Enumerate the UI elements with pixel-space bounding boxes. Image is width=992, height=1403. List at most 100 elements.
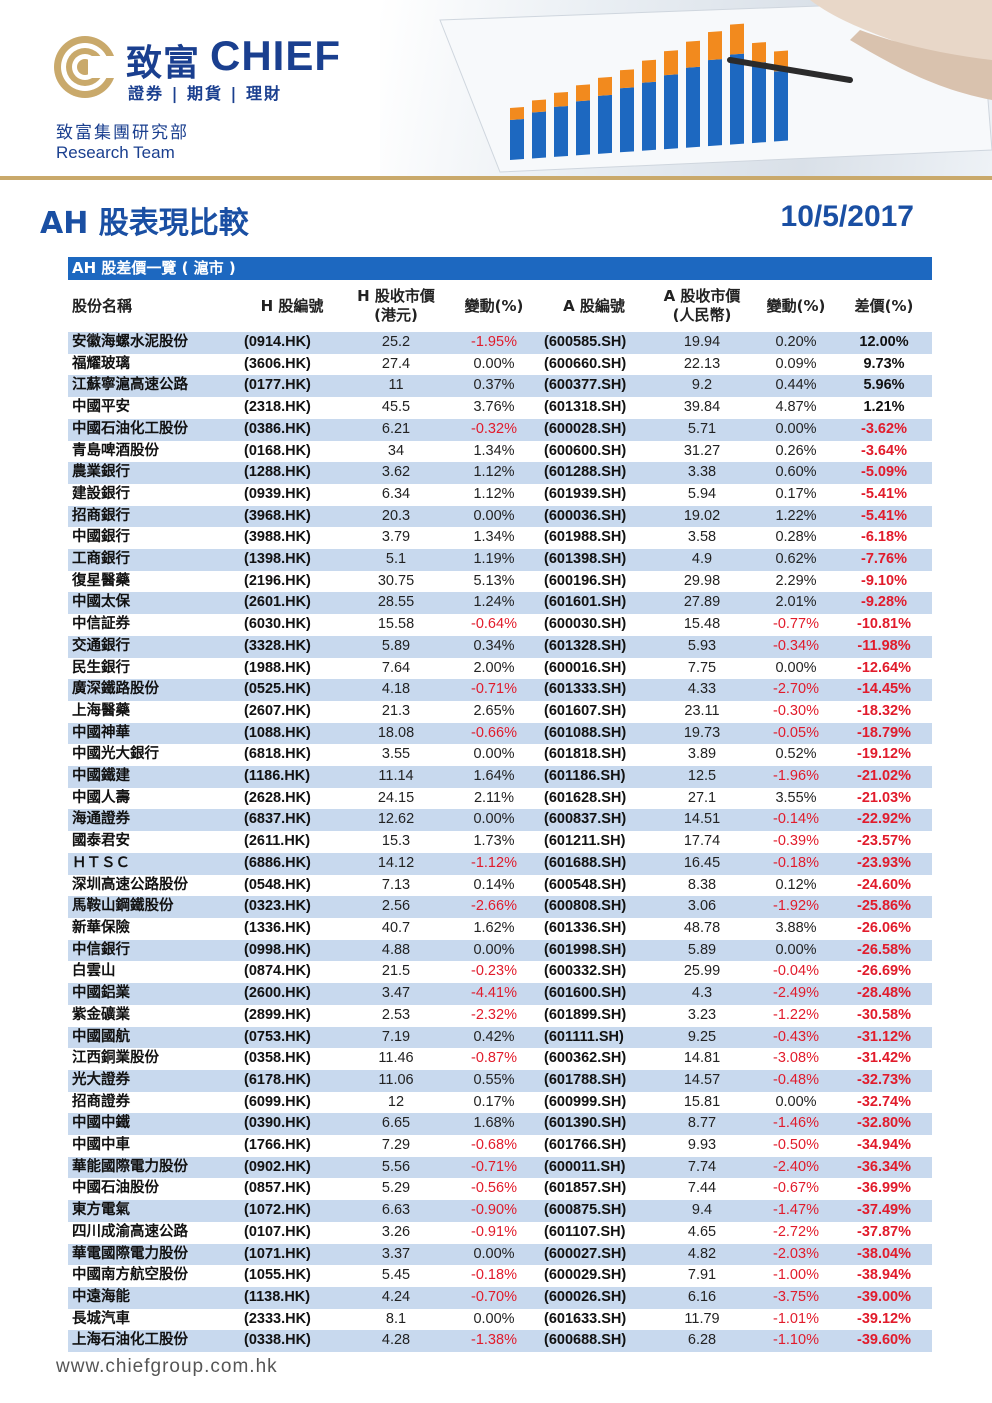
table-body: 安徽海螺水泥股份 (0914.HK) 25.2 -1.95% (600585.SH) 19… <box>68 332 932 1353</box>
h-change-cell: -0.90% <box>448 1200 540 1222</box>
h-change-cell: 1.64% <box>448 766 540 788</box>
a-code-cell: (600028.SH) <box>540 418 648 441</box>
h-code-cell: (2611.HK) <box>240 831 344 853</box>
a-change-cell: 4.87% <box>756 397 836 419</box>
a-change-cell: 0.62% <box>756 549 836 571</box>
table-row: 華能國際電力股份 (0902.HK) 5.56 -0.71% (600011.SH) 7.… <box>68 1156 932 1179</box>
a-close-cell: 9.2 <box>648 375 756 398</box>
a-code-cell: (601899.SH) <box>540 1004 648 1027</box>
premium-cell: -18.79% <box>836 722 932 745</box>
a-code-cell: (601111.SH) <box>540 1026 648 1049</box>
a-change-cell: -1.47% <box>756 1200 836 1222</box>
table-row: 復星醫藥 (2196.HK) 30.75 5.13% (600196.SH) 29.98 2… <box>68 570 932 593</box>
stock-name-cell: 民生銀行 <box>68 657 240 680</box>
stock-name-cell: 江蘇寧滬高速公路 <box>68 375 240 398</box>
premium-cell: -39.12% <box>836 1308 932 1331</box>
h-code-cell: (3606.HK) <box>240 353 344 376</box>
h-code-cell: (1055.HK) <box>240 1265 344 1287</box>
a-change-cell: 0.00% <box>756 1091 836 1114</box>
h-close-cell: 30.75 <box>344 570 448 593</box>
a-close-cell: 3.38 <box>648 462 756 484</box>
premium-cell: -19.12% <box>836 744 932 767</box>
a-change-cell: -0.05% <box>756 722 836 745</box>
table-section-title: AH 股差價一覽 ( 滬市 ) <box>68 257 932 280</box>
a-change-cell: -1.00% <box>756 1265 836 1287</box>
a-close-cell: 14.57 <box>648 1069 756 1092</box>
a-change-cell: -0.67% <box>756 1178 836 1201</box>
table-row: 中遠海能 (1138.HK) 4.24 -0.70% (600026.SH) 6.16 -3… <box>68 1286 932 1309</box>
h-code-cell: (1071.HK) <box>240 1243 344 1266</box>
stock-name-cell: 上海醫藥 <box>68 700 240 723</box>
stock-name-cell: 中國平安 <box>68 397 240 419</box>
h-change-cell: -2.66% <box>448 896 540 918</box>
a-code-cell: (601288.SH) <box>540 462 648 484</box>
h-change-cell: -1.38% <box>448 1330 540 1353</box>
h-change-cell: -4.41% <box>448 983 540 1005</box>
h-code-cell: (0390.HK) <box>240 1113 344 1136</box>
a-close-cell: 7.44 <box>648 1178 756 1201</box>
table-row: 長城汽車 (2333.HK) 8.1 0.00% (601633.SH) 11.79 -1.… <box>68 1308 932 1331</box>
col-header-h-close: H 股收市價 (港元) <box>344 280 448 332</box>
a-close-cell: 3.06 <box>648 896 756 918</box>
premium-cell: -38.94% <box>836 1265 932 1287</box>
a-close-cell: 15.48 <box>648 614 756 636</box>
h-code-cell: (1766.HK) <box>240 1135 344 1157</box>
stock-name-cell: 中國石油化工股份 <box>68 418 240 441</box>
a-code-cell: (601336.SH) <box>540 917 648 940</box>
h-change-cell: -2.32% <box>448 1004 540 1027</box>
h-change-cell: -0.71% <box>448 1156 540 1179</box>
stock-name-cell: 安徽海螺水泥股份 <box>68 332 240 354</box>
a-code-cell: (600999.SH) <box>540 1091 648 1114</box>
stock-name-cell: 長城汽車 <box>68 1308 240 1331</box>
stock-name-cell: 四川成渝高速公路 <box>68 1221 240 1244</box>
stock-name-cell: 工商銀行 <box>68 549 240 571</box>
stock-name-cell: 復星醫藥 <box>68 570 240 593</box>
h-code-cell: (1336.HK) <box>240 917 344 940</box>
a-close-cell: 7.91 <box>648 1265 756 1287</box>
h-change-cell: -0.56% <box>448 1178 540 1201</box>
chief-logo-icon <box>54 36 118 98</box>
col-header-a-close-line1: A 股收市價 <box>663 287 741 305</box>
col-header-h-close-line1: H 股收市價 <box>357 287 435 305</box>
a-code-cell: (600585.SH) <box>540 332 648 354</box>
premium-cell: -26.69% <box>836 961 932 984</box>
a-change-cell: -2.70% <box>756 679 836 701</box>
h-change-cell: 0.55% <box>448 1069 540 1092</box>
table-row: 中國南方航空股份 (1055.HK) 5.45 -0.18% (600029.SH) 7.… <box>68 1265 932 1287</box>
stock-name-cell: 建設銀行 <box>68 483 240 506</box>
a-close-cell: 6.16 <box>648 1286 756 1309</box>
premium-cell: -36.34% <box>836 1156 932 1179</box>
h-code-cell: (1398.HK) <box>240 549 344 571</box>
table-row: 中國銀行 (3988.HK) 3.79 1.34% (601988.SH) 3.58 0.2… <box>68 527 932 550</box>
a-code-cell: (601818.SH) <box>540 744 648 767</box>
a-change-cell: 3.55% <box>756 787 836 810</box>
h-close-cell: 28.55 <box>344 592 448 615</box>
h-close-cell: 3.47 <box>344 983 448 1005</box>
a-change-cell: -0.39% <box>756 831 836 853</box>
h-close-cell: 18.08 <box>344 722 448 745</box>
a-close-cell: 4.33 <box>648 679 756 701</box>
h-close-cell: 8.1 <box>344 1308 448 1331</box>
h-code-cell: (6837.HK) <box>240 809 344 832</box>
a-code-cell: (600808.SH) <box>540 896 648 918</box>
a-code-cell: (601607.SH) <box>540 700 648 723</box>
h-close-cell: 3.37 <box>344 1243 448 1266</box>
h-close-cell: 2.56 <box>344 896 448 918</box>
premium-cell: -3.62% <box>836 418 932 441</box>
a-code-cell: (600029.SH) <box>540 1265 648 1287</box>
stock-name-cell: 上海石油化工股份 <box>68 1330 240 1353</box>
a-change-cell: -0.30% <box>756 700 836 723</box>
a-close-cell: 4.3 <box>648 983 756 1005</box>
h-change-cell: 1.73% <box>448 831 540 853</box>
a-close-cell: 29.98 <box>648 570 756 593</box>
a-close-cell: 14.81 <box>648 1048 756 1070</box>
premium-cell: -22.92% <box>836 809 932 832</box>
premium-cell: -5.41% <box>836 505 932 528</box>
premium-cell: -18.32% <box>836 700 932 723</box>
h-close-cell: 4.18 <box>344 679 448 701</box>
h-close-cell: 3.55 <box>344 744 448 767</box>
a-code-cell: (600196.SH) <box>540 570 648 593</box>
h-change-cell: -0.66% <box>448 722 540 745</box>
table-header-row: 股份名稱 H 股編號 H 股收市價 (港元) 變動(%) A 股編號 A 股收市價… <box>68 280 932 332</box>
h-change-cell: 0.00% <box>448 353 540 376</box>
